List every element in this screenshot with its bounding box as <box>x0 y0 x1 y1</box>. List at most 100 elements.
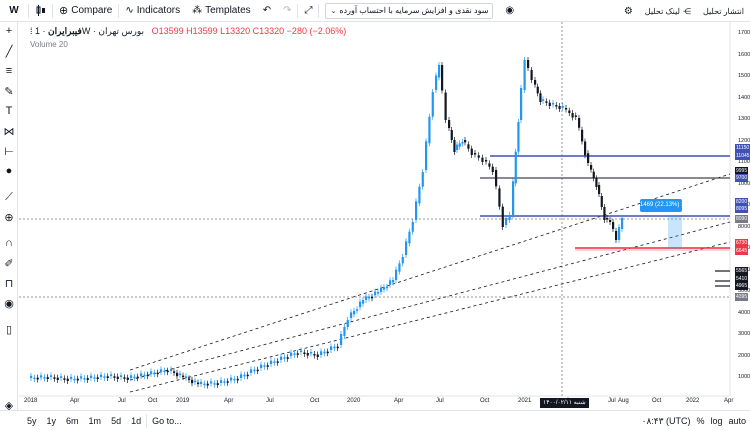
candle-body <box>110 374 113 376</box>
indicators-button[interactable]: ∿ Indicators <box>119 0 186 22</box>
candle-body <box>392 280 395 283</box>
candle-body <box>293 353 296 355</box>
text-icon[interactable]: T <box>5 105 13 117</box>
compare-button[interactable]: ⊕ Compare <box>53 0 118 22</box>
candle-body <box>386 286 389 289</box>
candle-body <box>568 110 571 113</box>
crosshair-icon[interactable]: + <box>5 25 13 37</box>
percent-toggle[interactable]: % <box>696 416 705 426</box>
undo-button[interactable]: ↶ <box>257 0 277 22</box>
candle-body <box>50 375 53 377</box>
share-icon: ⋲ <box>682 6 691 16</box>
fullscreen-button[interactable]: ⤢ <box>298 0 318 22</box>
log-toggle[interactable]: log <box>710 416 723 426</box>
candle-body <box>179 373 182 376</box>
candle-body <box>243 374 246 377</box>
auto-toggle[interactable]: auto <box>728 416 746 426</box>
price-level-tag: 6645 <box>735 247 749 255</box>
clock-label[interactable]: ۰۸:۴۳ (UTC) <box>641 415 691 426</box>
indicators-label: Indicators <box>136 5 181 16</box>
candle-body <box>206 383 209 386</box>
check-circle-icon[interactable]: ● <box>5 165 13 177</box>
candle-body <box>256 369 259 372</box>
candle-body <box>458 143 461 147</box>
candle-body <box>574 115 577 117</box>
candle-body <box>520 88 523 120</box>
pattern-icon[interactable]: ⋈ <box>3 125 15 138</box>
fib-icon[interactable]: ≡ <box>5 65 13 77</box>
candle-body <box>481 157 484 162</box>
divider <box>118 3 120 18</box>
candle-body <box>615 231 618 240</box>
range-button[interactable]: 1y <box>46 415 57 426</box>
candle-body <box>96 377 99 379</box>
candle-body <box>253 369 256 372</box>
candle-body <box>150 371 153 374</box>
lock-drawing-icon[interactable]: ✐ <box>4 257 14 270</box>
zoom-icon[interactable]: ⊕ <box>4 211 14 224</box>
price-level-tag: 8090 <box>735 215 749 223</box>
goto-button[interactable]: Go to... <box>152 415 182 426</box>
price-tick: 15000 <box>738 73 750 79</box>
time-tick: Oct <box>480 398 490 404</box>
eye-icon[interactable]: ◉ <box>4 297 14 310</box>
share-link-button[interactable]: لینک تحلیل ⋲ <box>639 0 697 22</box>
candle-body <box>353 310 356 315</box>
candle-body <box>359 301 362 308</box>
crosshair-date-tag: ۱۴۰۰/۰۲/۱۱ شنبه <box>540 398 589 408</box>
candle-body <box>153 372 156 375</box>
candle-body <box>270 360 273 364</box>
trash-icon[interactable]: ▯ <box>5 323 13 336</box>
support-zone <box>575 247 730 251</box>
range-button[interactable]: 5y <box>27 415 37 426</box>
brush-icon[interactable]: ✎ <box>4 85 14 98</box>
candle-body <box>326 351 329 354</box>
magnet-icon[interactable]: ∩ <box>5 237 13 249</box>
study-dropdown[interactable]: سود نقدی و افزایش سرمایه با احتساب آورده… <box>325 2 494 19</box>
legend-symbol[interactable]: فیبرایران <box>48 26 82 36</box>
candle-body <box>609 220 612 222</box>
candle-body <box>330 346 333 350</box>
templates-button[interactable]: ⁂ Templates <box>186 0 257 22</box>
range-button[interactable]: 1d <box>131 415 142 426</box>
candle-body <box>191 379 194 384</box>
candle-body <box>216 383 219 385</box>
eye-button[interactable]: ◉ <box>499 0 520 22</box>
trendline-icon[interactable]: ╱ <box>5 45 13 58</box>
range-button[interactable]: 6m <box>66 415 79 426</box>
symbol-button[interactable]: W <box>9 5 19 16</box>
settings-button[interactable]: ⚙ <box>618 0 639 22</box>
redo-button[interactable]: ↷ <box>277 0 297 22</box>
indicators-icon: ∿ <box>125 5 134 16</box>
price-tick: 8000 <box>738 223 750 230</box>
candle-body <box>398 263 401 272</box>
price-level-tag: 5565 <box>735 267 749 275</box>
candle-body <box>197 382 200 385</box>
candle-body <box>501 206 504 227</box>
price-level-tag: 11150 <box>735 144 750 152</box>
candle-body <box>401 257 404 264</box>
range-button[interactable]: 5d <box>111 415 122 426</box>
candle-body <box>545 101 548 103</box>
price-tick: 16000 <box>738 51 750 58</box>
candle-body <box>435 75 438 90</box>
candle-body <box>203 383 206 386</box>
volume-legend[interactable]: Volume 20 <box>30 40 68 49</box>
study-selector[interactable]: سود نقدی و افزایش سرمایه با احتساب آورده… <box>319 0 499 22</box>
candle-body <box>365 296 368 300</box>
ruler-icon[interactable]: ⟋ <box>5 190 13 203</box>
candle-body <box>421 172 424 187</box>
lock-icon[interactable]: ⊓ <box>4 277 14 290</box>
bar-style-button[interactable] <box>29 0 52 22</box>
candle-body <box>333 346 336 349</box>
layers-icon[interactable]: ◈ <box>4 399 14 412</box>
candle-body <box>456 144 459 150</box>
time-tick: 2021 <box>518 398 532 404</box>
candle-body <box>36 377 39 380</box>
publish-button[interactable]: انتشار تحلیل <box>697 0 750 22</box>
candle-body <box>113 376 116 378</box>
range-button[interactable]: 1m <box>88 415 102 426</box>
measure-tool-icon[interactable]: ⊢ <box>4 145 14 158</box>
candle-body <box>371 296 374 299</box>
